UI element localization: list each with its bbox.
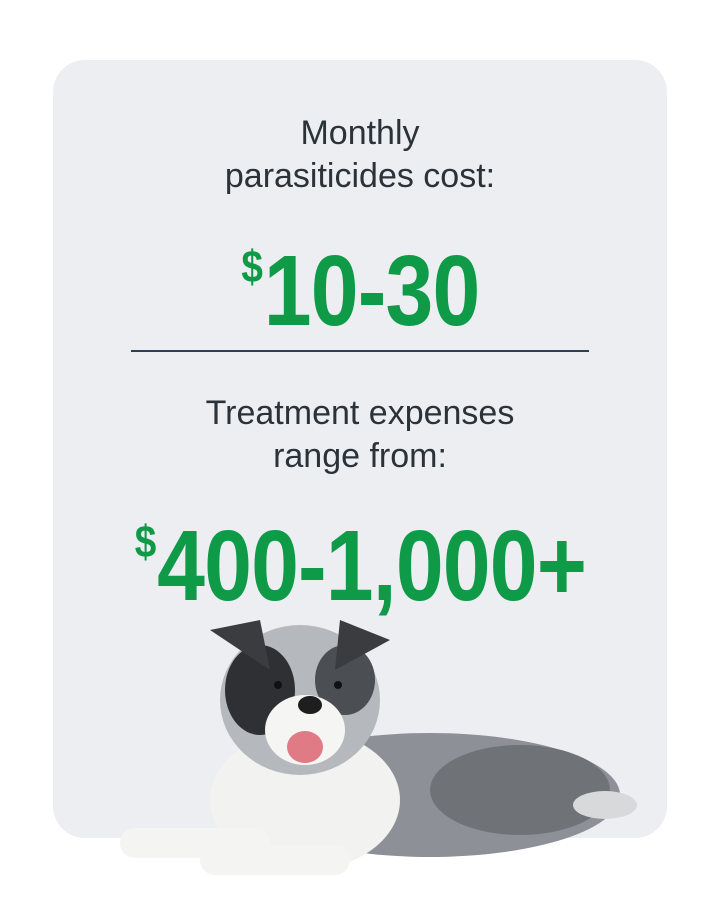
monthly-label: Monthly parasiticides cost: (0, 112, 720, 198)
monthly-amount: 10-30 (263, 234, 480, 347)
dog-image (120, 620, 637, 875)
monthly-label-line2: parasiticides cost: (224, 157, 496, 195)
treatment-label-line1: Treatment expenses (205, 394, 515, 432)
currency-symbol: $ (134, 516, 156, 567)
monthly-label-line1: Monthly (300, 114, 420, 152)
divider (131, 350, 589, 352)
treatment-cost: $400-1,000+ (0, 487, 720, 621)
treatment-amount: 400-1,000+ (156, 509, 587, 622)
treatment-label: Treatment expenses range from: (0, 392, 720, 478)
treatment-label-line2: range from: (273, 437, 447, 475)
currency-symbol: $ (240, 241, 263, 292)
monthly-cost: $10-30 (0, 212, 720, 346)
